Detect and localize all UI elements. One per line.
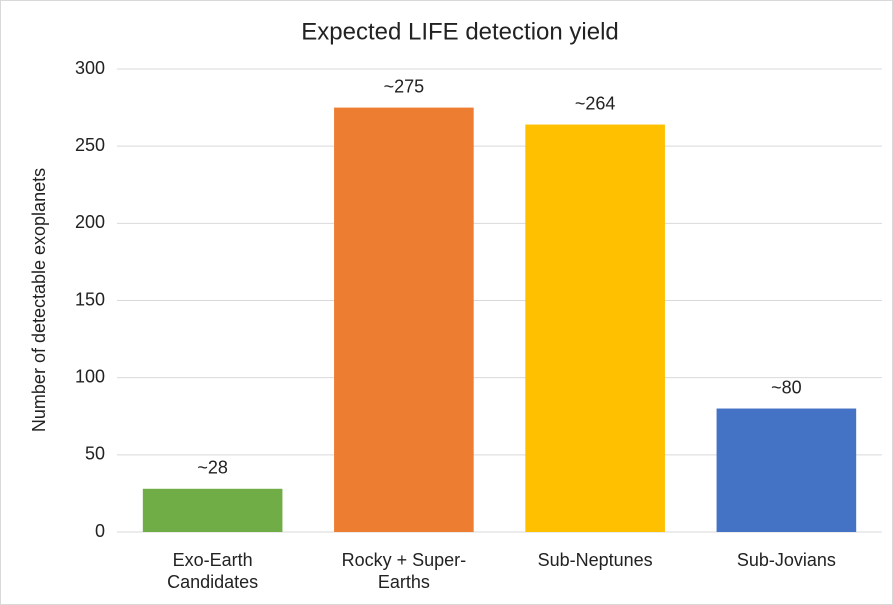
y-tick-label: 250: [75, 135, 105, 155]
x-tick-label: Sub-Jovians: [736, 550, 836, 570]
data-label: ~264: [575, 93, 616, 113]
data-label: ~275: [384, 76, 425, 96]
data-label: ~80: [771, 377, 802, 397]
bar: [334, 107, 474, 532]
y-tick-label: 300: [75, 58, 105, 78]
y-tick-label: 200: [75, 212, 105, 232]
data-label: ~28: [197, 458, 228, 478]
chart-title: Expected LIFE detection yield: [301, 18, 619, 45]
x-tick-label: Sub-Neptunes: [537, 550, 653, 570]
x-tick-label: Rocky + Super-Earths: [341, 550, 467, 592]
y-axis-label: Number of detectable exoplanets: [29, 168, 49, 432]
x-tick-label: Exo-Earth Candidates: [167, 550, 259, 592]
bar: [525, 124, 665, 532]
y-tick-label: 150: [75, 289, 105, 309]
y-tick-label: 100: [75, 366, 105, 386]
y-tick-label: 50: [85, 444, 105, 464]
bar: [142, 488, 283, 532]
y-tick-label: 0: [95, 521, 105, 541]
bar: [716, 408, 857, 532]
